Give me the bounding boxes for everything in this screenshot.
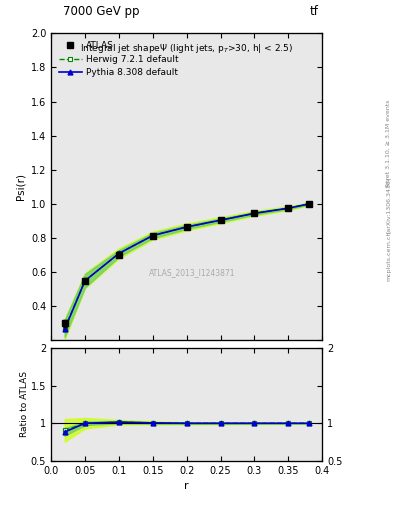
Text: mcplots.cern.ch: mcplots.cern.ch — [386, 231, 391, 281]
Text: ATLAS_2013_I1243871: ATLAS_2013_I1243871 — [149, 268, 235, 278]
Text: [arXiv:1306.3436]: [arXiv:1306.3436] — [386, 177, 391, 233]
Text: tf: tf — [309, 5, 318, 18]
Text: Integral jet shapeΨ (light jets, p$_T$>30, h| < 2.5): Integral jet shapeΨ (light jets, p$_T$>3… — [80, 42, 293, 55]
Y-axis label: Psi(r): Psi(r) — [15, 174, 25, 200]
Legend: ATLAS, Herwig 7.2.1 default, Pythia 8.308 default: ATLAS, Herwig 7.2.1 default, Pythia 8.30… — [55, 38, 182, 81]
Y-axis label: Ratio to ATLAS: Ratio to ATLAS — [20, 372, 29, 437]
Text: Rivet 3.1.10, ≥ 3.1M events: Rivet 3.1.10, ≥ 3.1M events — [386, 100, 391, 187]
X-axis label: r: r — [184, 481, 189, 491]
Text: 7000 GeV pp: 7000 GeV pp — [63, 5, 140, 18]
